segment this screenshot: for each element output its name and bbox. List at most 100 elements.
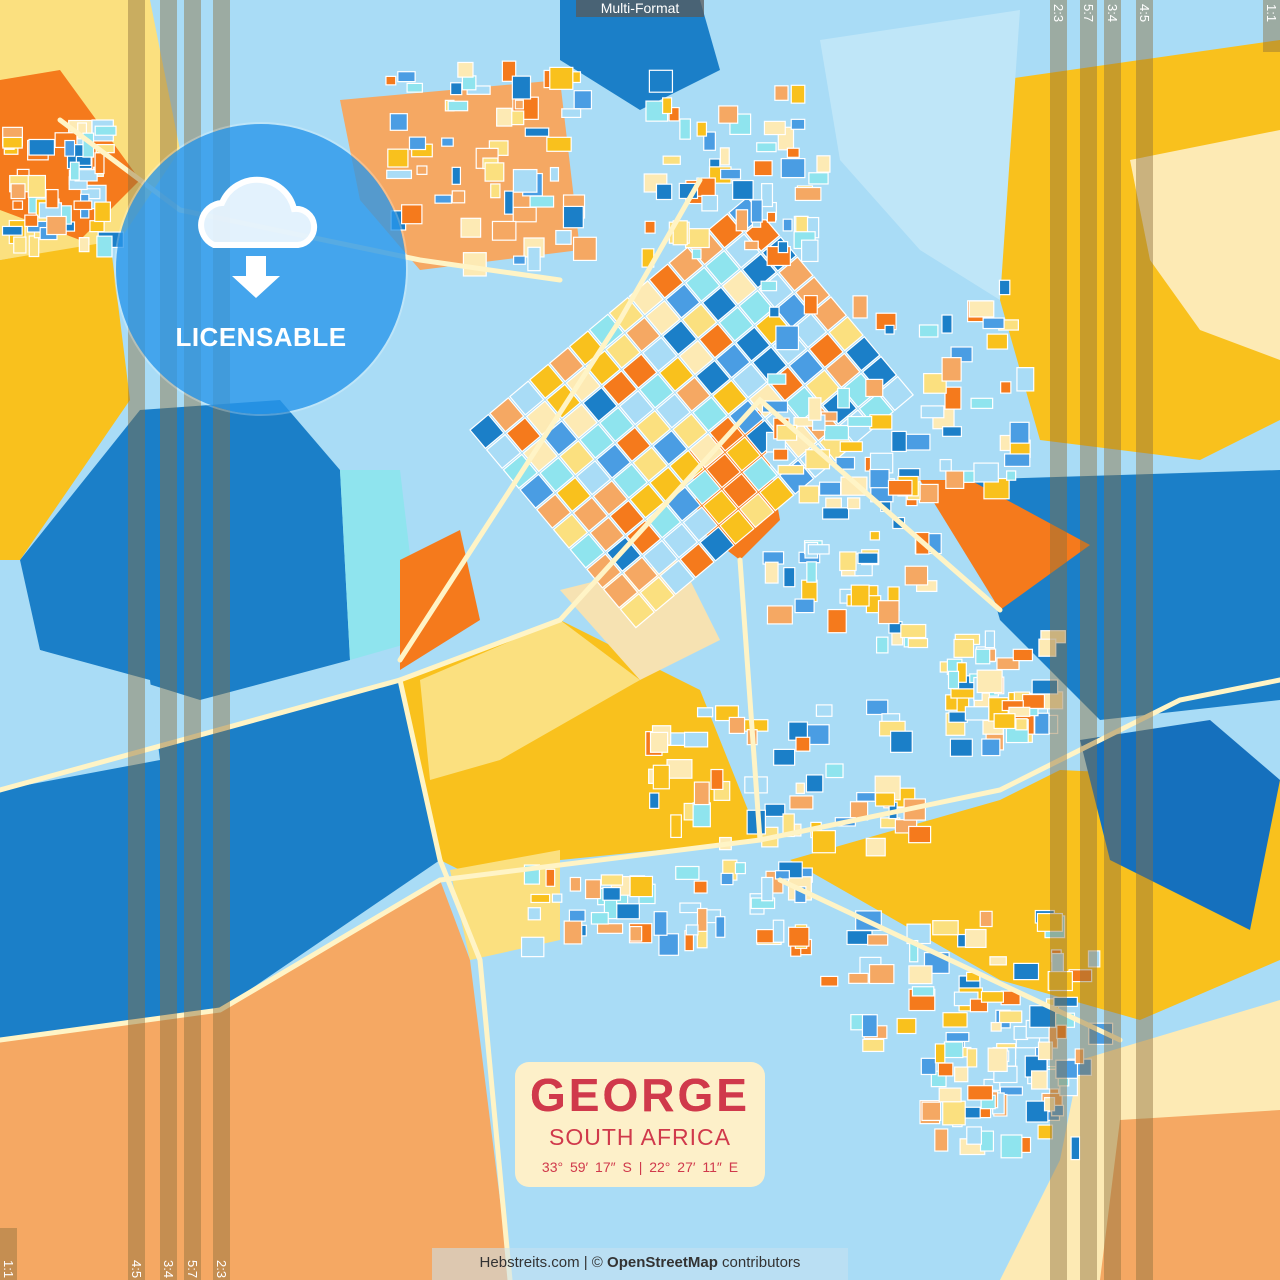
region-east-darkblue2 (1080, 720, 1280, 930)
city-block (644, 220, 656, 234)
city-block (758, 475, 795, 512)
city-block (705, 452, 742, 489)
city-block (734, 862, 746, 875)
osm-link[interactable]: OpenStreetMap (607, 1254, 718, 1271)
city-block (484, 162, 505, 182)
city-block (649, 792, 660, 809)
city-block (655, 183, 673, 201)
city-block (753, 160, 773, 177)
city-block (801, 579, 818, 603)
city-block (938, 1087, 962, 1103)
city-block (2, 136, 23, 149)
city-block (514, 99, 524, 110)
city-block (968, 300, 995, 318)
city-block (850, 584, 870, 607)
city-block (699, 526, 735, 562)
city-block (69, 161, 80, 181)
city-block (598, 406, 635, 443)
city-block (825, 497, 842, 509)
site-link[interactable]: Hebstreits.com (479, 1254, 580, 1271)
city-block (777, 464, 805, 475)
city-block (948, 711, 968, 723)
city-block (1056, 1024, 1067, 1040)
city-block (618, 389, 655, 426)
city-block (629, 483, 665, 519)
city-block (503, 190, 514, 215)
city-block (569, 533, 605, 569)
city-block (702, 489, 738, 526)
city-block (1055, 1059, 1079, 1079)
city-block (803, 295, 818, 315)
city-block (887, 479, 913, 496)
city-block (655, 393, 692, 429)
city-block (984, 630, 996, 649)
city-block (1087, 950, 1101, 968)
city-block (823, 424, 850, 441)
city-block (865, 837, 886, 857)
city-block (769, 306, 780, 318)
city-block (704, 249, 741, 286)
city-block (811, 830, 836, 854)
city-block (742, 456, 778, 492)
city-block (679, 542, 715, 579)
city-block (764, 561, 779, 584)
city-block (839, 551, 857, 572)
region-west-lightblue (0, 560, 160, 790)
city-block (808, 332, 844, 369)
city-block (857, 552, 879, 565)
city-block (805, 774, 824, 793)
city-block (512, 255, 526, 265)
city-block (1047, 970, 1073, 992)
city-block (696, 907, 708, 932)
city-block (774, 870, 790, 880)
city-block (94, 201, 111, 223)
ratio-guide-2-3-top: 2:3 (1050, 0, 1067, 1280)
city-block (923, 372, 947, 394)
city-block (807, 544, 830, 555)
city-block (688, 432, 725, 469)
city-block (869, 530, 881, 541)
city-block (460, 217, 482, 238)
city-block (867, 934, 889, 946)
city-block (568, 909, 586, 922)
city-block (575, 459, 612, 496)
city-block (685, 469, 722, 506)
city-block (907, 637, 929, 649)
city-block (46, 215, 67, 236)
city-block (798, 485, 820, 504)
city-block (788, 926, 810, 947)
city-block (552, 513, 589, 549)
city-block (943, 1041, 964, 1059)
city-block (973, 462, 999, 483)
licensable-label: LICENSABLE (175, 322, 347, 352)
ratio-guide-3-4-top: 3:4 (1104, 0, 1121, 1280)
city-block (904, 433, 931, 451)
city-block (790, 84, 806, 104)
city-block (524, 127, 550, 137)
city-block (780, 158, 806, 179)
city-block (980, 990, 1004, 1003)
city-block (685, 924, 699, 936)
city-block (672, 413, 708, 449)
city-block (869, 468, 890, 489)
city-block (735, 326, 771, 362)
city-block (490, 183, 501, 199)
city-block (1031, 679, 1059, 695)
city-block (78, 237, 90, 253)
licensable-badge[interactable]: LICENSABLE (116, 124, 406, 414)
city-block (563, 920, 583, 945)
city-block (852, 295, 868, 319)
city-block (665, 283, 701, 319)
city-block (489, 397, 525, 433)
city-block (569, 876, 582, 892)
city-block (662, 522, 699, 559)
city-block (827, 608, 847, 634)
city-block (1003, 453, 1031, 467)
city-block (693, 781, 710, 806)
city-block (692, 802, 711, 828)
city-block (80, 188, 101, 200)
city-block (659, 559, 695, 596)
city-block (795, 736, 811, 752)
city-block (561, 108, 582, 119)
